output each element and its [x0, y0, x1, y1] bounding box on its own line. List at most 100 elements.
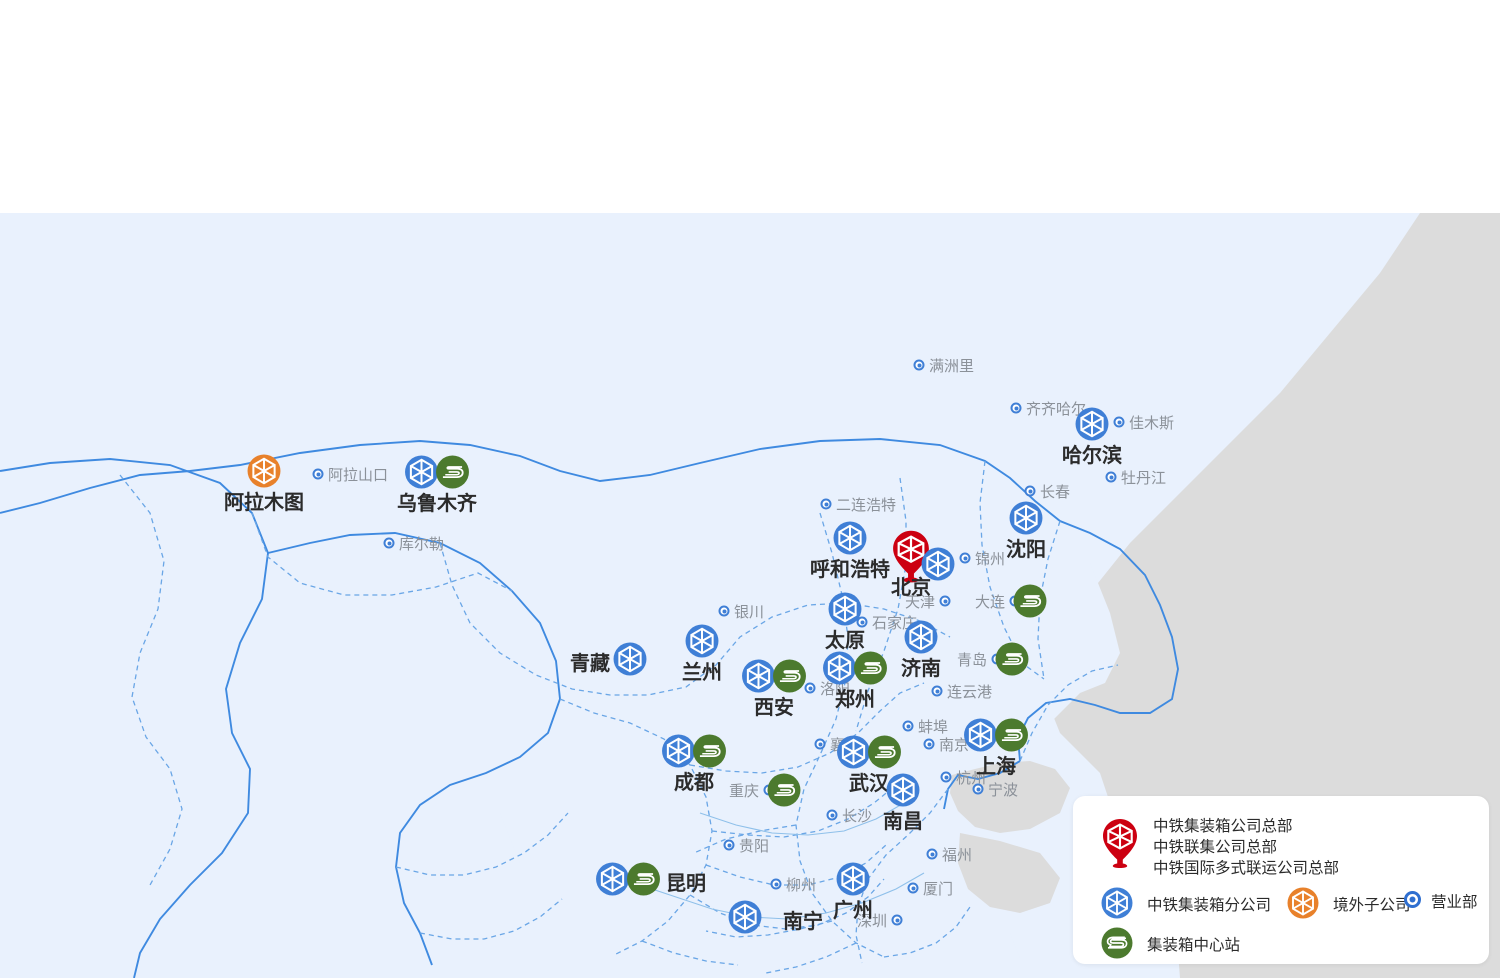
office-dot-icon[interactable] [312, 468, 324, 480]
city-label: 兰州 [682, 660, 722, 684]
map-marker[interactable] [921, 547, 955, 581]
center-station-icon[interactable] [627, 862, 661, 896]
container-circle-icon[interactable] [904, 620, 938, 654]
map-marker[interactable] [837, 735, 902, 769]
office-label: 青岛 [956, 651, 987, 669]
office-dot-icon[interactable] [804, 682, 816, 694]
office-dot-icon[interactable] [923, 738, 935, 750]
office-dot-icon[interactable] [913, 359, 925, 371]
map-marker[interactable] [596, 862, 661, 896]
container-circle-icon[interactable] [828, 592, 862, 626]
center-station-icon[interactable] [693, 734, 727, 768]
office-label: 南京 [939, 736, 970, 754]
container-circle-icon[interactable] [728, 900, 762, 934]
office-dot-icon[interactable] [972, 783, 984, 795]
container-pin-icon[interactable] [891, 530, 931, 583]
container-circle-icon[interactable] [833, 521, 867, 555]
map-marker[interactable] [836, 862, 870, 896]
center-station-icon[interactable] [1013, 584, 1047, 618]
city-label: 南昌 [883, 809, 923, 833]
city-label: 昆明 [666, 871, 706, 895]
city-label: 上海 [976, 754, 1016, 778]
office-dot-icon[interactable] [940, 771, 952, 783]
container-circle-icon[interactable] [886, 773, 920, 807]
office-label: 长沙 [842, 807, 873, 825]
container-circle-icon[interactable] [685, 624, 719, 658]
office-dot-icon[interactable] [856, 616, 868, 628]
office-dot-icon[interactable] [959, 552, 971, 564]
map-marker[interactable] [247, 454, 281, 488]
map-marker[interactable] [685, 624, 719, 658]
office-label: 连云港 [947, 683, 993, 701]
center-station-icon[interactable] [995, 642, 1029, 676]
office-label: 大连 [974, 593, 1005, 611]
container-circle-icon[interactable] [921, 547, 955, 581]
office-dot-icon[interactable] [718, 605, 730, 617]
container-circle-icon[interactable] [837, 735, 871, 769]
map-marker[interactable] [405, 455, 470, 489]
office-dot-icon[interactable] [1024, 485, 1036, 497]
container-circle-icon[interactable] [964, 718, 998, 752]
city-label: 北京 [891, 575, 931, 599]
office-dot-icon[interactable] [383, 537, 395, 549]
map-marker[interactable] [833, 521, 867, 555]
office-dot-icon[interactable] [902, 720, 914, 732]
office-dot-icon[interactable] [907, 882, 919, 894]
map-marker[interactable] [1075, 407, 1109, 441]
map-marker[interactable] [823, 651, 888, 685]
map-marker[interactable] [662, 734, 727, 768]
map-marker[interactable] [828, 592, 862, 626]
office-dot-icon[interactable] [926, 848, 938, 860]
container-circle-icon[interactable] [405, 455, 439, 489]
container-circle-icon[interactable] [613, 642, 647, 676]
container-circle-icon[interactable] [742, 659, 776, 693]
map-marker[interactable] [728, 900, 762, 934]
office-label: 深圳 [856, 912, 887, 930]
office-label: 石家庄 [872, 614, 918, 632]
map-marker[interactable] [1013, 584, 1047, 618]
container-circle-icon[interactable] [1075, 407, 1109, 441]
office-dot-icon[interactable] [814, 738, 826, 750]
office-label: 蚌埠 [918, 718, 949, 736]
container-circle-icon[interactable] [823, 651, 857, 685]
map-marker[interactable] [964, 718, 1029, 752]
office-dot-icon[interactable] [820, 498, 832, 510]
center-station-icon[interactable] [773, 659, 807, 693]
office-dot-icon[interactable] [931, 685, 943, 697]
center-station-icon[interactable] [995, 718, 1029, 752]
container-circle-icon[interactable] [247, 454, 281, 488]
city-label: 哈尔滨 [1062, 443, 1122, 467]
office-dot-icon[interactable] [1010, 402, 1022, 414]
map-marker[interactable] [995, 642, 1029, 676]
national-border [0, 438, 1179, 978]
map-marker[interactable] [886, 773, 920, 807]
center-station-icon[interactable] [436, 455, 470, 489]
office-dot-icon[interactable] [723, 839, 735, 851]
center-station-icon[interactable] [868, 735, 902, 769]
office-dot-icon[interactable] [939, 595, 951, 607]
office-dot-icon[interactable] [1113, 416, 1125, 428]
map-marker[interactable] [891, 530, 931, 583]
container-circle-icon[interactable] [1009, 501, 1043, 535]
map-marker[interactable] [904, 620, 938, 654]
legend-hq-text: 中铁集装箱公司总部 中铁联集公司总部 中铁国际多式联运公司总部 [1153, 816, 1339, 879]
office-label: 宁波 [988, 781, 1019, 799]
office-dot-icon[interactable] [770, 878, 782, 890]
office-label: 洛阳 [820, 680, 851, 698]
office-dot-icon[interactable] [1105, 471, 1117, 483]
office-label: 长春 [1040, 483, 1071, 501]
center-station-icon[interactable] [767, 773, 801, 807]
office-dot-icon[interactable] [891, 914, 903, 926]
map-marker[interactable] [613, 642, 647, 676]
office-dot-icon[interactable] [826, 809, 838, 821]
container-circle-icon[interactable] [836, 862, 870, 896]
map-marker[interactable] [767, 773, 801, 807]
city-label: 济南 [901, 656, 941, 680]
container-circle-icon[interactable] [596, 862, 630, 896]
map-marker[interactable] [742, 659, 807, 693]
container-circle-icon[interactable] [662, 734, 696, 768]
city-label: 太原 [825, 628, 865, 652]
center-station-icon[interactable] [854, 651, 888, 685]
map-marker[interactable] [1009, 501, 1043, 535]
map-canvas[interactable]: 阿拉山口 库尔勒 满洲里 齐齐哈尔 佳木斯 牡丹江 长春 二连浩特 锦州 天津 大连 银川 石家庄 青岛洛… [0, 213, 1500, 978]
